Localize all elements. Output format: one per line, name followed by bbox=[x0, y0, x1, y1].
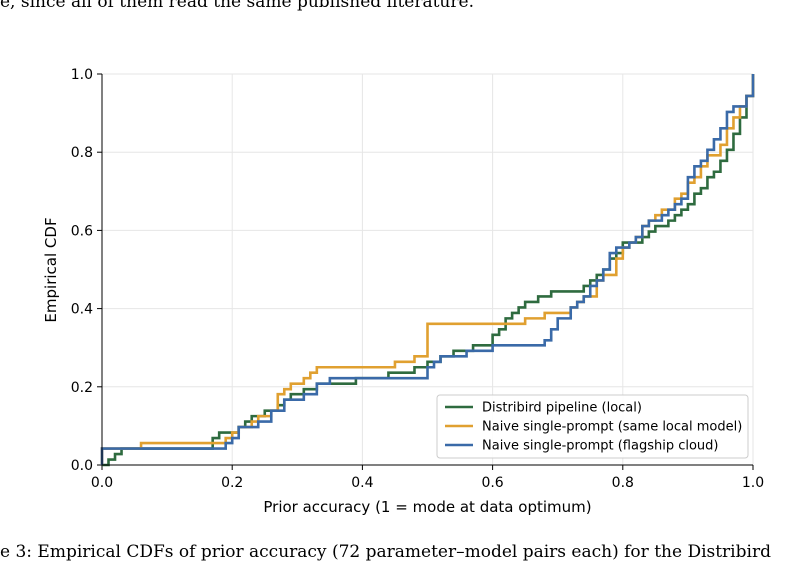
x-axis-label: Prior accuracy (1 = mode at data optimum… bbox=[263, 498, 591, 516]
axis-spines bbox=[101, 74, 753, 466]
y-tick-label: 0.6 bbox=[71, 223, 93, 239]
x-tick-label: 0.2 bbox=[221, 475, 243, 491]
x-tick-label: 0.0 bbox=[91, 475, 113, 491]
legend-label: Distribird pipeline (local) bbox=[482, 401, 642, 416]
legend: Distribird pipeline (local) Naive single-… bbox=[436, 394, 749, 459]
x-axis-ticks: 0.0 0.2 0.4 0.6 0.8 1.0 bbox=[91, 465, 764, 491]
y-tick-label: 1.0 bbox=[71, 67, 93, 83]
x-tick-label: 1.0 bbox=[742, 475, 764, 491]
legend-box bbox=[436, 394, 749, 459]
y-tick-label: 0.0 bbox=[71, 458, 93, 474]
series-line-naive-single-prompt-same-local-model bbox=[100, 74, 755, 465]
series-lines bbox=[100, 74, 755, 467]
series-line-naive-single-prompt-flagship-cloud bbox=[100, 74, 755, 465]
y-axis-ticks: 0.0 0.2 0.4 0.6 0.8 1.0 bbox=[71, 67, 102, 474]
x-tick-label: 0.6 bbox=[481, 475, 503, 491]
legend-label: Naive single-prompt (flagship cloud) bbox=[482, 439, 718, 454]
preceding-paragraph-text: e, since all of them read the same publi… bbox=[0, 0, 474, 12]
y-axis-label: Empirical CDF bbox=[42, 217, 60, 322]
y-tick-label: 0.4 bbox=[71, 302, 93, 318]
y-tick-label: 0.8 bbox=[71, 145, 93, 161]
legend-label: Naive single-prompt (same local model) bbox=[482, 420, 742, 435]
x-tick-label: 0.8 bbox=[612, 475, 634, 491]
y-tick-label: 0.2 bbox=[71, 380, 93, 396]
x-tick-label: 0.4 bbox=[351, 475, 373, 491]
figure-caption: e 3: Empirical CDFs of prior accuracy (7… bbox=[0, 542, 771, 562]
